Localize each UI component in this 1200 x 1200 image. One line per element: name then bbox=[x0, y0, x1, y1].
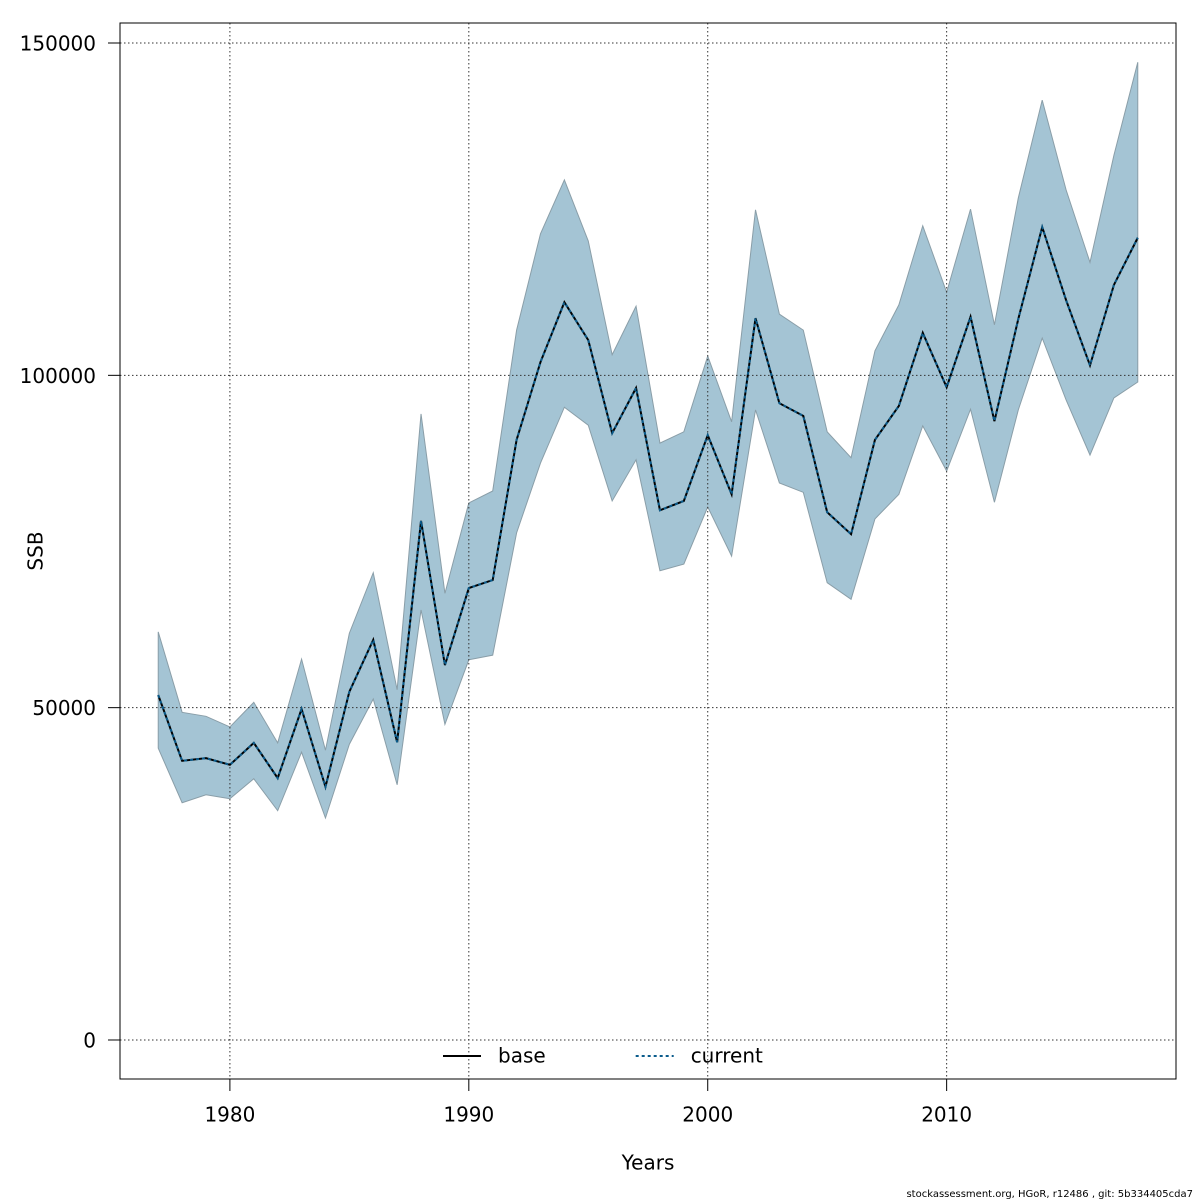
footnote: stockassessment.org, HGoR, r12486 , git:… bbox=[906, 1189, 1193, 1200]
x-tick-label: 1980 bbox=[204, 1103, 255, 1127]
line-base bbox=[157, 223, 1139, 791]
y-tick-label: 50000 bbox=[32, 696, 96, 720]
x-tick-label: 2000 bbox=[682, 1103, 733, 1127]
x-tick-label: 1990 bbox=[443, 1103, 494, 1127]
legend-label: current bbox=[691, 1044, 763, 1068]
plot-frame bbox=[119, 22, 1177, 1080]
x-tick-label: 2010 bbox=[921, 1103, 972, 1127]
y-tick-label: 100000 bbox=[20, 364, 96, 388]
y-tick-label: 150000 bbox=[20, 32, 96, 56]
y-axis-label: SSB bbox=[24, 531, 48, 570]
legend-label: base bbox=[498, 1044, 546, 1068]
confidence-band bbox=[157, 62, 1139, 820]
x-axis-label: Years bbox=[621, 1151, 675, 1175]
y-tick-label: 0 bbox=[83, 1028, 96, 1052]
